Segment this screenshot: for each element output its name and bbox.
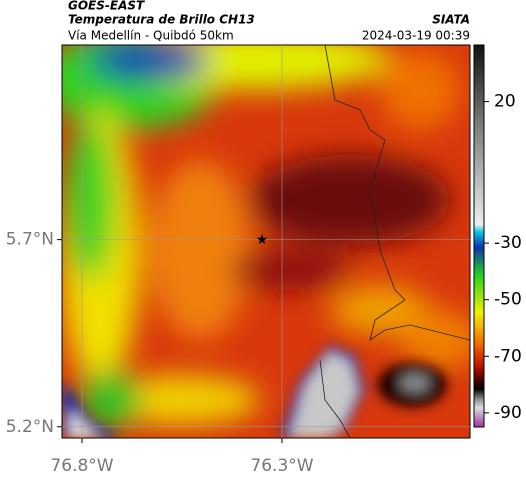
route: Vía Medellín - Quibdó 50km bbox=[68, 29, 234, 43]
colorbar-tick-label: -90 bbox=[494, 403, 522, 423]
y-tick-label: 5.2°N bbox=[6, 417, 54, 437]
colorbar-tick-label: -70 bbox=[494, 346, 522, 366]
subtitle: Temperatura de Brillo CH13 bbox=[68, 13, 255, 27]
colorbar-tick-label: -50 bbox=[494, 290, 522, 310]
colorbar bbox=[473, 44, 485, 428]
map-frame bbox=[61, 44, 471, 439]
colorbar-tick-label: 20 bbox=[494, 92, 516, 112]
x-tick-label: 76.8°W bbox=[50, 456, 113, 476]
datetime: 2024-03-19 00:39 bbox=[362, 29, 470, 43]
location-marker bbox=[256, 234, 268, 245]
satellite-image bbox=[62, 45, 470, 438]
colorbar-tick-label: -30 bbox=[494, 233, 522, 253]
y-tick-label: 5.7°N bbox=[6, 230, 54, 250]
x-tick-label: 76.3°W bbox=[250, 456, 313, 476]
title: GOES-EAST bbox=[68, 0, 145, 13]
source: SIATA bbox=[432, 13, 470, 27]
